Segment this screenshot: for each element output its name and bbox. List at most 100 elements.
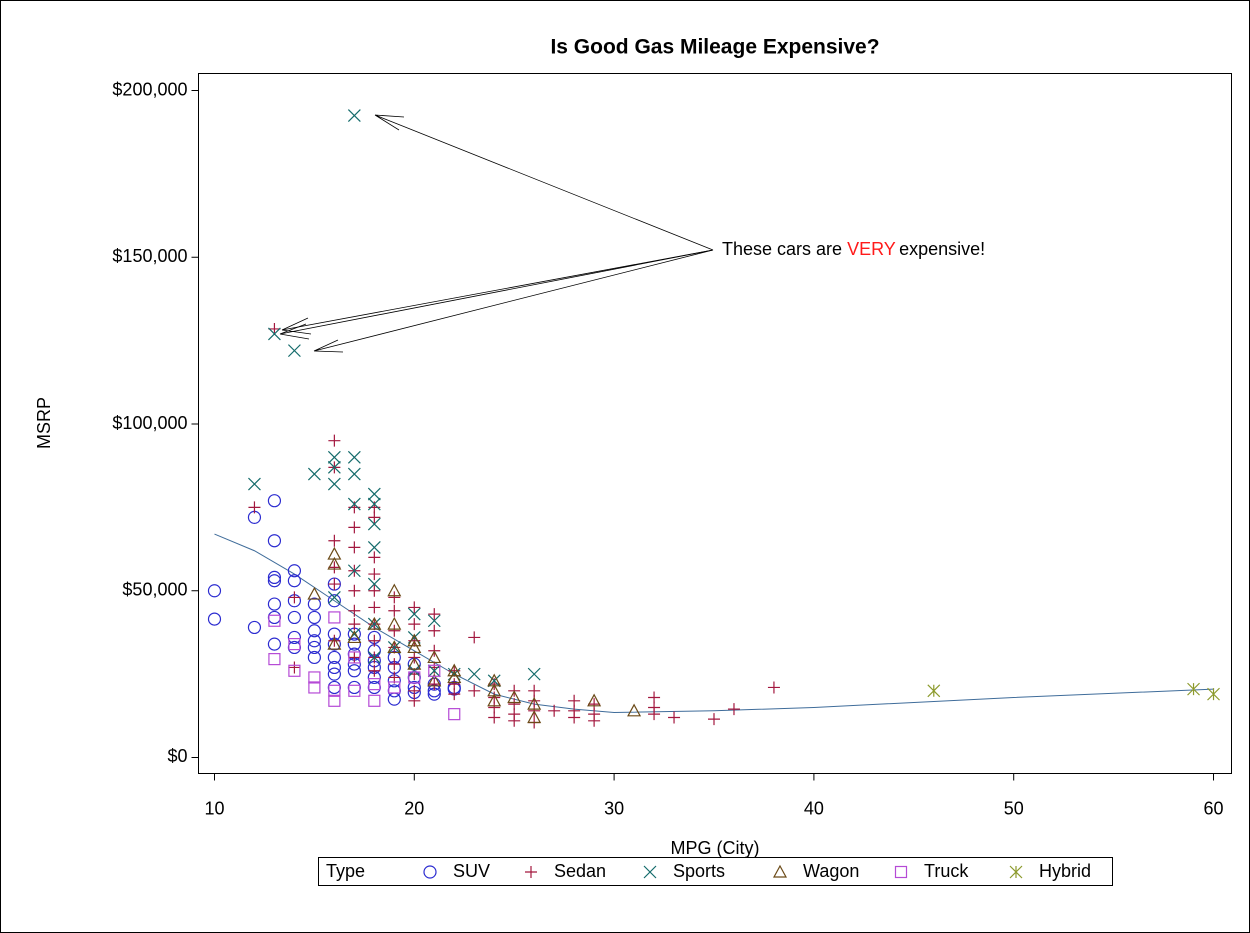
y-tick-label: $0 [167,746,187,766]
point [368,511,381,524]
point [387,641,401,654]
point [388,591,401,604]
point [307,624,321,638]
legend-marker [772,864,788,878]
point [268,653,281,666]
legend-marker [643,865,657,879]
point [388,681,401,694]
legend-label: Wagon [803,861,859,881]
point [328,578,341,591]
point [348,684,361,697]
point [488,701,501,714]
point [387,616,402,630]
legend-label: Truck [924,861,969,881]
point [248,501,261,514]
point [327,477,341,491]
legend-label: Sedan [554,861,606,881]
point [288,661,301,674]
point [268,322,281,335]
x-tick-label: 60 [1204,798,1224,818]
point [368,678,381,691]
point [588,698,601,711]
point [648,708,661,721]
point [307,597,321,611]
point [367,651,381,664]
point [407,664,421,678]
point [308,671,321,684]
point [507,690,522,704]
point [407,633,422,647]
point [367,517,381,531]
legend-marker [525,866,537,878]
point [428,624,441,637]
point [487,693,502,707]
legend-label: Hybrid [1039,861,1091,881]
point [668,711,681,724]
point [308,681,321,694]
point [708,713,721,726]
point [448,688,461,701]
point [328,561,341,574]
point [447,670,462,684]
point [307,467,321,481]
x-tick-label: 10 [204,798,224,818]
point [368,551,381,564]
point [487,674,501,688]
point [327,460,341,474]
point [407,656,422,670]
legend-item: SUV [423,861,490,881]
point [488,711,501,724]
point [448,678,461,691]
y-tick-label: $50,000 [122,579,187,599]
point [388,624,401,637]
point [248,477,261,491]
point [927,684,941,698]
point [468,631,481,644]
x-axis-label: MPG (City) [671,838,760,858]
point [368,568,381,581]
point [207,584,222,598]
point [307,650,321,665]
point [287,564,302,578]
point [428,678,441,691]
point [328,684,341,697]
point [328,534,341,547]
point [388,658,401,671]
legend-item: Sedan [525,861,606,881]
point [427,650,442,664]
point [527,667,541,681]
point [347,564,361,578]
point [347,109,361,122]
point [328,434,341,447]
point [267,637,282,651]
point [408,684,421,697]
point [368,601,381,614]
point [327,636,342,650]
point [288,591,301,604]
point [528,694,541,707]
point [348,584,361,597]
point [367,617,381,631]
point [288,664,301,677]
point [287,610,302,625]
point [408,671,421,684]
point [268,614,281,627]
point [347,637,361,651]
point [288,638,301,651]
point [468,684,481,697]
legend-title: Type [326,861,365,881]
point [428,608,441,621]
point [467,667,481,681]
point [367,487,381,501]
point [267,574,282,588]
point [367,577,381,591]
x-tick-label: 50 [1004,798,1024,818]
point [327,450,341,464]
x-tick-label: 40 [804,798,824,818]
point [407,640,422,654]
point [268,327,281,341]
point [347,497,361,511]
y-tick-label: $200,000 [112,79,187,99]
point [328,634,341,647]
plot-frame [198,73,1232,774]
